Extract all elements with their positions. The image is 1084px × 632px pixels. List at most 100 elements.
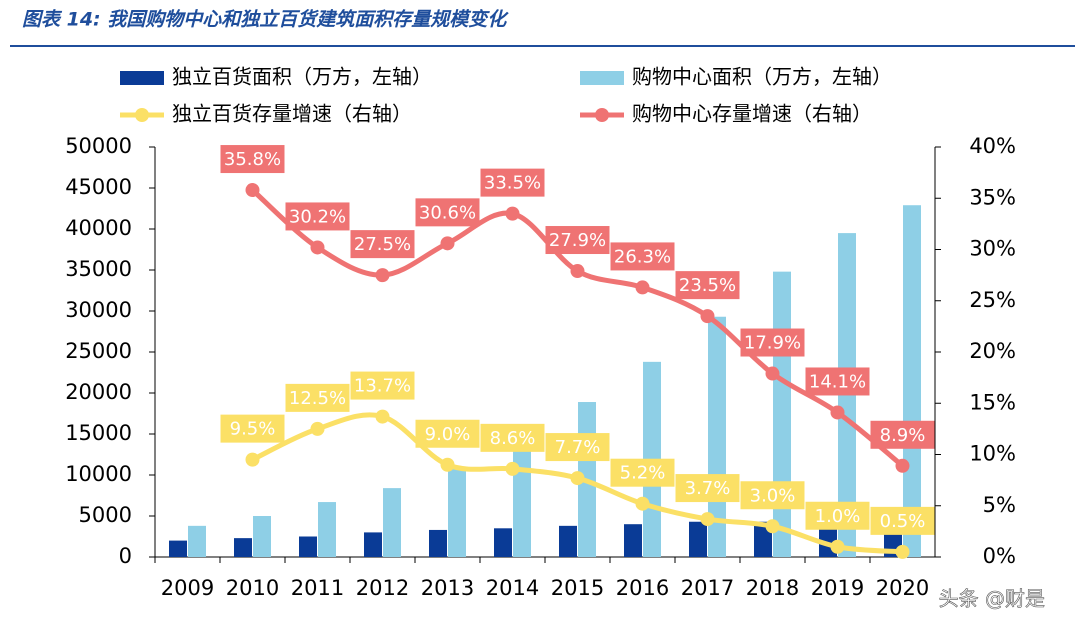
marker [310, 240, 325, 255]
bar [903, 205, 921, 557]
y-tick-label: 25000 [65, 339, 132, 363]
y-tick-label: 15000 [65, 421, 132, 445]
y2-tick-label: 5% [983, 493, 1016, 517]
data-label: 13.7% [354, 376, 411, 397]
marker [635, 280, 650, 295]
data-label-box [675, 474, 740, 503]
data-label-box [805, 501, 870, 530]
x-tick-label: 2014 [486, 576, 539, 600]
bar [624, 524, 642, 557]
data-label-box [740, 328, 805, 357]
data-label-box [870, 420, 935, 449]
x-tick-label: 2015 [551, 576, 604, 600]
bar [689, 521, 707, 557]
data-label: 27.5% [354, 234, 411, 255]
x-tick-label: 2010 [226, 576, 279, 600]
y2-tick-label: 40% [969, 134, 1016, 158]
data-label-box [545, 433, 610, 462]
watermark: 头条 @财是 [939, 587, 1045, 611]
data-label: 5.2% [620, 463, 666, 484]
data-label: 33.5% [484, 173, 541, 194]
marker [765, 519, 780, 534]
y2-tick-label: 15% [969, 390, 1016, 414]
legend-label: 独立百货面积（万方，左轴） [172, 65, 432, 89]
marker [505, 206, 520, 221]
y-tick-label: 40000 [65, 216, 132, 240]
marker [895, 458, 910, 473]
data-label-box [740, 481, 805, 510]
y2-tick-label: 10% [969, 442, 1016, 466]
legend-swatch [120, 71, 164, 85]
data-label-box [220, 145, 285, 174]
marker [505, 461, 520, 476]
bar [169, 540, 187, 557]
data-label-box [675, 271, 740, 300]
bar [559, 525, 577, 557]
x-tick-label: 2016 [616, 576, 669, 600]
x-tick-label: 2013 [421, 576, 474, 600]
data-label-box [480, 423, 545, 452]
marker [895, 544, 910, 559]
marker [635, 496, 650, 511]
data-label-box [870, 506, 935, 535]
marker [570, 471, 585, 486]
marker [830, 405, 845, 420]
x-tick-label: 2011 [291, 576, 344, 600]
marker [440, 236, 455, 251]
data-label: 8.9% [880, 425, 926, 446]
y2-tick-label: 30% [969, 237, 1016, 261]
x-tick-label: 2018 [746, 576, 799, 600]
marker [830, 539, 845, 554]
marker [700, 309, 715, 324]
x-tick-label: 2019 [811, 576, 864, 600]
y2-tick-label: 20% [969, 339, 1016, 363]
data-label: 3.7% [685, 478, 731, 499]
y-tick-label: 30000 [65, 298, 132, 322]
bar [429, 529, 447, 557]
data-label: 35.8% [224, 149, 281, 170]
data-label: 14.1% [809, 371, 866, 392]
x-tick-label: 2009 [161, 576, 214, 600]
data-label: 8.6% [490, 428, 536, 449]
data-label: 30.2% [289, 206, 346, 227]
bar [494, 528, 512, 557]
y-tick-label: 20000 [65, 380, 132, 404]
data-label-box [415, 198, 480, 227]
data-label-box [610, 458, 675, 487]
data-label: 30.6% [419, 202, 476, 223]
data-label-box [545, 226, 610, 255]
bar [773, 271, 791, 557]
data-label: 0.5% [880, 511, 926, 532]
bar [318, 502, 336, 557]
y-tick-label: 10000 [65, 462, 132, 486]
marker [700, 512, 715, 527]
data-label-box [350, 371, 415, 400]
marker [245, 183, 260, 198]
data-label: 17.9% [744, 333, 801, 354]
marker [375, 409, 390, 424]
data-label: 1.0% [815, 506, 861, 527]
data-label-box [805, 367, 870, 396]
y-tick-label: 45000 [65, 175, 132, 199]
data-label: 27.9% [549, 230, 606, 251]
data-label-box [285, 202, 350, 231]
x-tick-label: 2020 [876, 576, 929, 600]
data-label-box [220, 414, 285, 443]
chart-title: 图表 14: 我国购物中心和独立百货建筑面积存量规模变化 [22, 9, 509, 31]
data-label-box [480, 168, 545, 197]
marker [440, 457, 455, 472]
bar [234, 538, 252, 557]
bar [513, 446, 531, 557]
data-label: 9.0% [425, 424, 471, 445]
y-tick-label: 50000 [65, 134, 132, 158]
legend-label: 购物中心存量增速（右轴） [632, 102, 872, 126]
legend-marker [595, 108, 609, 122]
bar [299, 536, 317, 557]
x-tick-label: 2017 [681, 576, 734, 600]
y2-tick-label: 35% [969, 185, 1016, 209]
data-label: 12.5% [289, 388, 346, 409]
marker [570, 264, 585, 279]
legend-label: 独立百货存量增速（右轴） [172, 102, 412, 126]
y2-tick-label: 25% [969, 288, 1016, 312]
